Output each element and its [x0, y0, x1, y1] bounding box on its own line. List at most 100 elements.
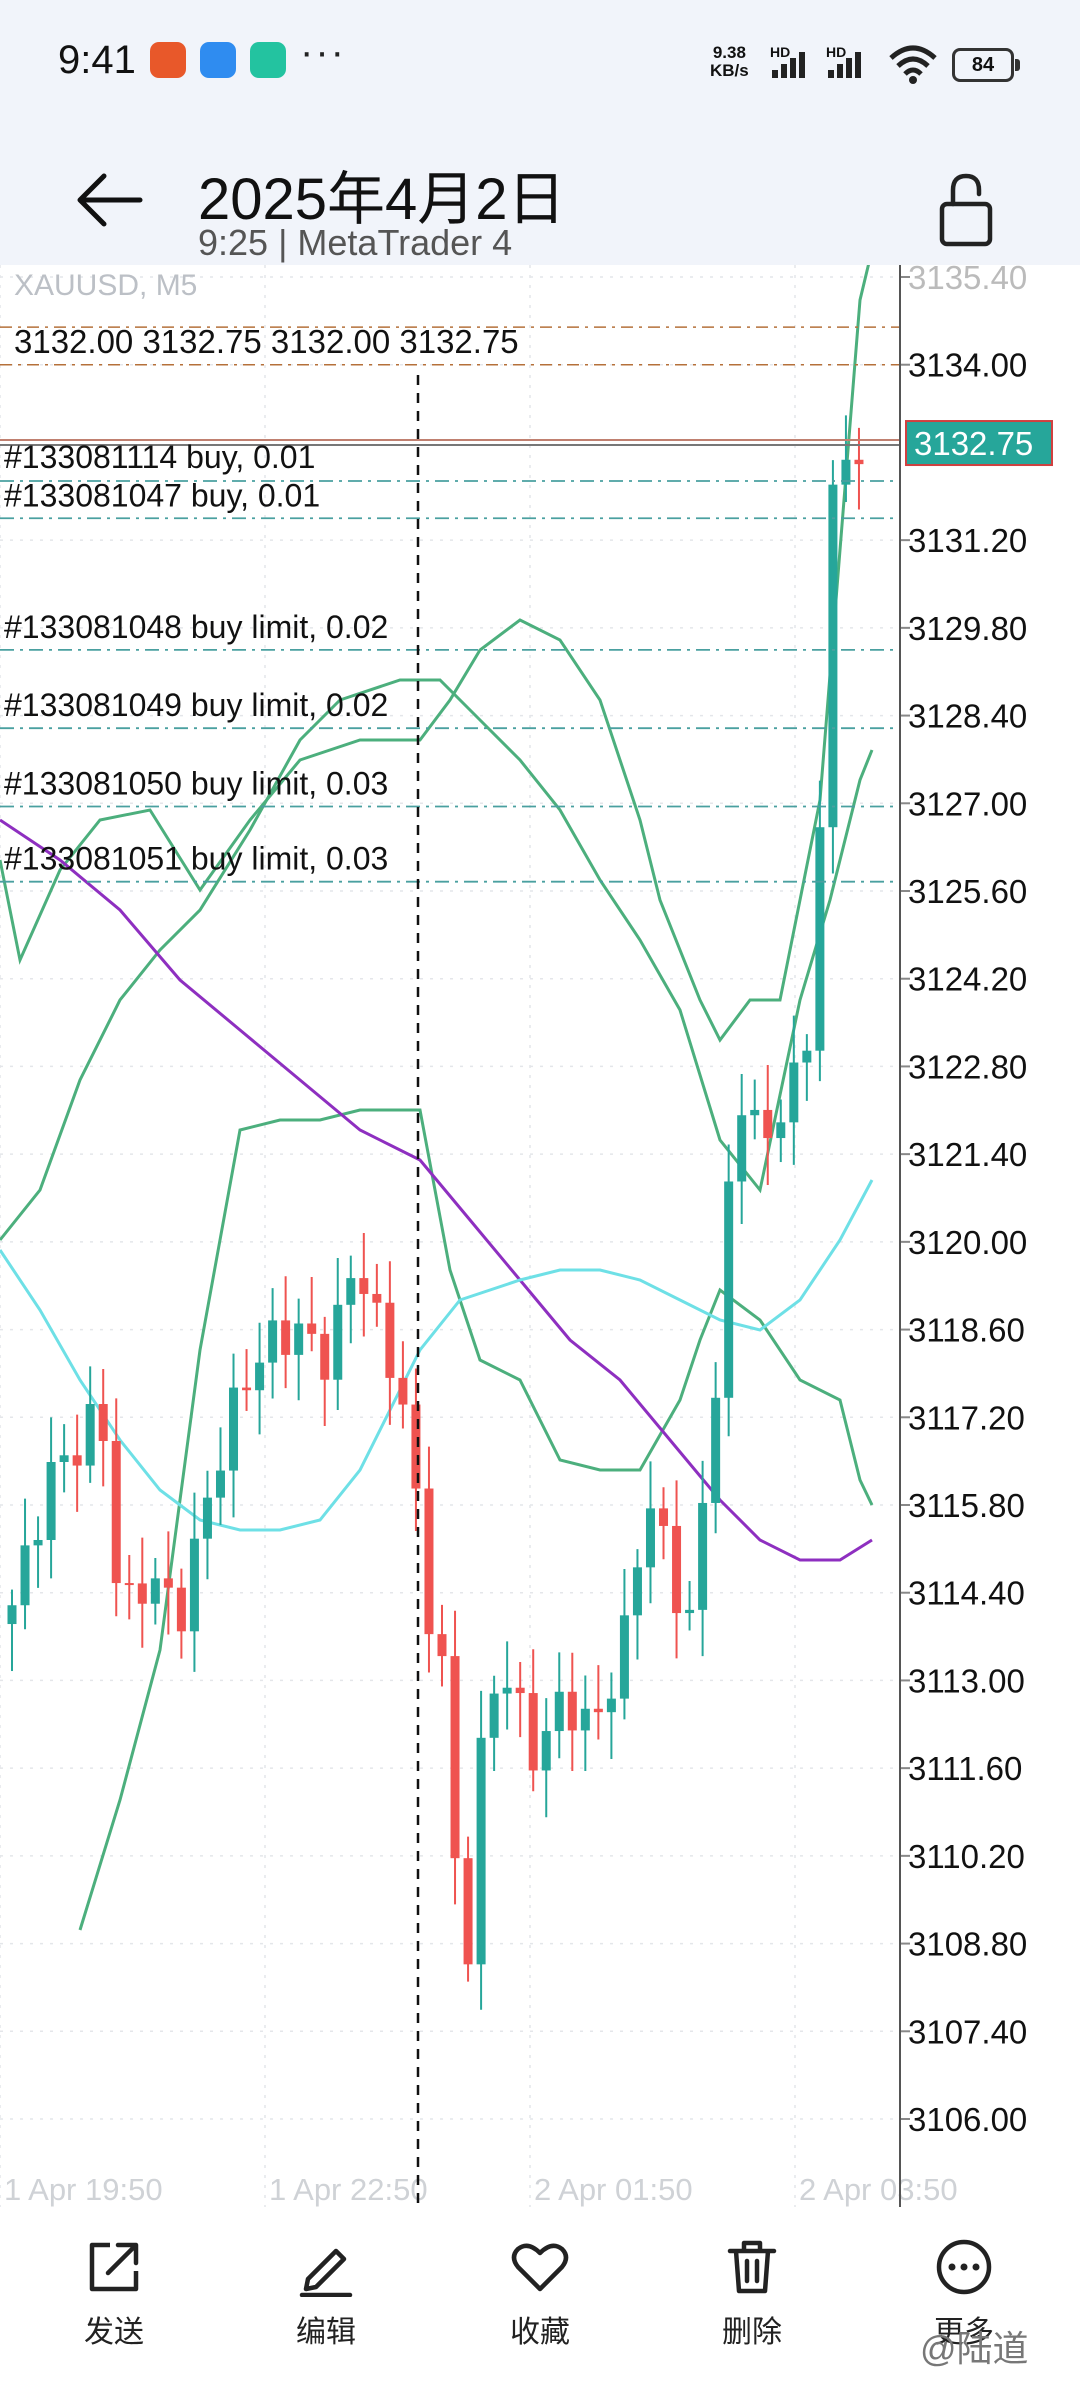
signal-icon-1	[772, 48, 814, 78]
candle-bull	[346, 1278, 356, 1305]
candle-bull	[189, 1538, 199, 1632]
time-axis-label: 1 Apr 22:50	[269, 2172, 428, 2207]
app-notification-icon-2	[200, 42, 236, 78]
signal-icon-2	[828, 48, 870, 78]
bottom-action-bar: 发送 编辑 收藏 删除 更多	[0, 2207, 1080, 2400]
bollinger-lower	[78, 1108, 874, 1931]
candle-bull	[828, 484, 838, 828]
candle-bull	[789, 1062, 799, 1123]
candle-bear	[359, 1278, 369, 1294]
moving-average-slow	[0, 818, 873, 1562]
candle-bull	[202, 1497, 212, 1539]
candle-bear	[567, 1691, 577, 1731]
candle-bull	[632, 1567, 642, 1616]
delete-button[interactable]: 删除	[682, 2207, 822, 2357]
candle-bear	[385, 1302, 395, 1378]
send-button-label: 发送	[84, 2316, 144, 2349]
price-tick-label: 3121.40	[908, 1136, 1027, 1173]
candle-bear	[176, 1587, 186, 1632]
candle-bear	[320, 1333, 330, 1380]
price-tick-label: 3122.80	[908, 1048, 1027, 1085]
candle-bear	[515, 1687, 525, 1694]
candle-bull	[215, 1470, 225, 1498]
price-tick-label: 3114.40	[908, 1575, 1025, 1612]
current-price-label: 3132.75	[914, 425, 1033, 462]
candle-bear	[163, 1578, 173, 1588]
price-tick-label: 3135.40	[908, 265, 1027, 296]
candle-bear	[659, 1508, 669, 1526]
candle-bull	[333, 1304, 343, 1380]
candle-bull	[85, 1404, 95, 1466]
candle-bull	[619, 1615, 629, 1699]
candle-bull	[150, 1578, 160, 1604]
candle-bull	[711, 1397, 721, 1503]
candle-bear	[411, 1404, 421, 1489]
order-label: #133081051 buy limit, 0.03	[4, 841, 388, 877]
candle-bull	[645, 1508, 655, 1568]
candle-bull	[46, 1462, 56, 1540]
price-tick-label: 3127.00	[908, 785, 1027, 822]
candle-bear	[398, 1377, 408, 1405]
candle-bull	[268, 1320, 278, 1363]
price-tick-label: 3115.80	[908, 1487, 1025, 1524]
candle-bull	[841, 459, 851, 485]
candle-bear	[450, 1656, 460, 1859]
favorite-button[interactable]: 收藏	[470, 2207, 610, 2357]
moving-average-fast	[0, 1179, 874, 1532]
viewer-header: 2025年4月2日 9:25 | MetaTrader 4	[0, 130, 1080, 265]
candle-bear	[463, 1858, 473, 1965]
app-notification-icon-1	[150, 42, 186, 78]
more-notifications-icon: ···	[300, 30, 346, 74]
candle-bear	[372, 1293, 382, 1303]
price-tick-label: 3110.20	[908, 1838, 1025, 1875]
price-chart[interactable]: #133081114 buy, 0.01 #133081047 buy, 0.01…	[0, 249, 1080, 2210]
candle-bull	[229, 1387, 239, 1471]
more-button[interactable]: 更多	[894, 2207, 1034, 2357]
candle-bull	[580, 1708, 590, 1731]
price-tick-label: 3128.40	[908, 698, 1027, 735]
page-title: 2025年4月2日	[198, 167, 566, 232]
clock: 9:41	[58, 38, 136, 82]
wifi-icon	[889, 45, 937, 84]
candle-bear	[137, 1583, 147, 1604]
candle-bull	[255, 1362, 265, 1391]
candle-bear	[672, 1525, 682, 1614]
candle-bull	[502, 1687, 512, 1694]
arrow-left-icon[interactable]	[70, 160, 150, 240]
order-label: #133081050 buy limit, 0.03	[4, 765, 388, 801]
hd-label-1: HD	[770, 44, 791, 60]
candle-bear	[111, 1440, 121, 1584]
lock-open-icon[interactable]	[936, 170, 996, 250]
edit-button[interactable]: 编辑	[256, 2207, 396, 2357]
candle-bull	[724, 1181, 734, 1398]
candle-bear	[593, 1708, 603, 1713]
candle-bull	[59, 1455, 69, 1463]
candle-bull	[20, 1545, 30, 1606]
candle-bull	[815, 827, 825, 1051]
heart-icon	[511, 2243, 569, 2292]
price-tick-label: 3124.20	[908, 961, 1027, 998]
candle-bear	[528, 1693, 538, 1771]
time-axis-label: 2 Apr 03:50	[799, 2172, 958, 2207]
price-tick-label: 3131.20	[908, 522, 1027, 559]
network-speed: 9.38 KB/s	[710, 44, 749, 80]
more-button-label: 更多	[934, 2316, 994, 2349]
candle-bull	[33, 1539, 43, 1546]
candle-bull	[476, 1737, 486, 1965]
candle-bear	[242, 1387, 252, 1391]
candle-bull	[541, 1731, 551, 1771]
order-label: #133081049 buy limit, 0.02	[4, 687, 388, 723]
hd-label-2: HD	[826, 44, 847, 60]
candlestick-chart[interactable]: #133081114 buy, 0.01#133081047 buy, 0.01…	[0, 249, 1080, 2210]
send-button[interactable]: 发送	[44, 2207, 184, 2357]
current-price-badge	[905, 420, 1053, 467]
candle-bull	[698, 1502, 708, 1610]
candle-bear	[424, 1488, 434, 1635]
candle-bull	[776, 1122, 786, 1139]
candle-bull	[606, 1698, 616, 1713]
chart-symbol-header: XAUUSD, M5	[14, 269, 197, 302]
candle-bull	[737, 1115, 747, 1182]
candle-bear	[281, 1320, 291, 1355]
network-speed-unit: KB/s	[710, 61, 749, 80]
candle-bull	[554, 1691, 564, 1732]
